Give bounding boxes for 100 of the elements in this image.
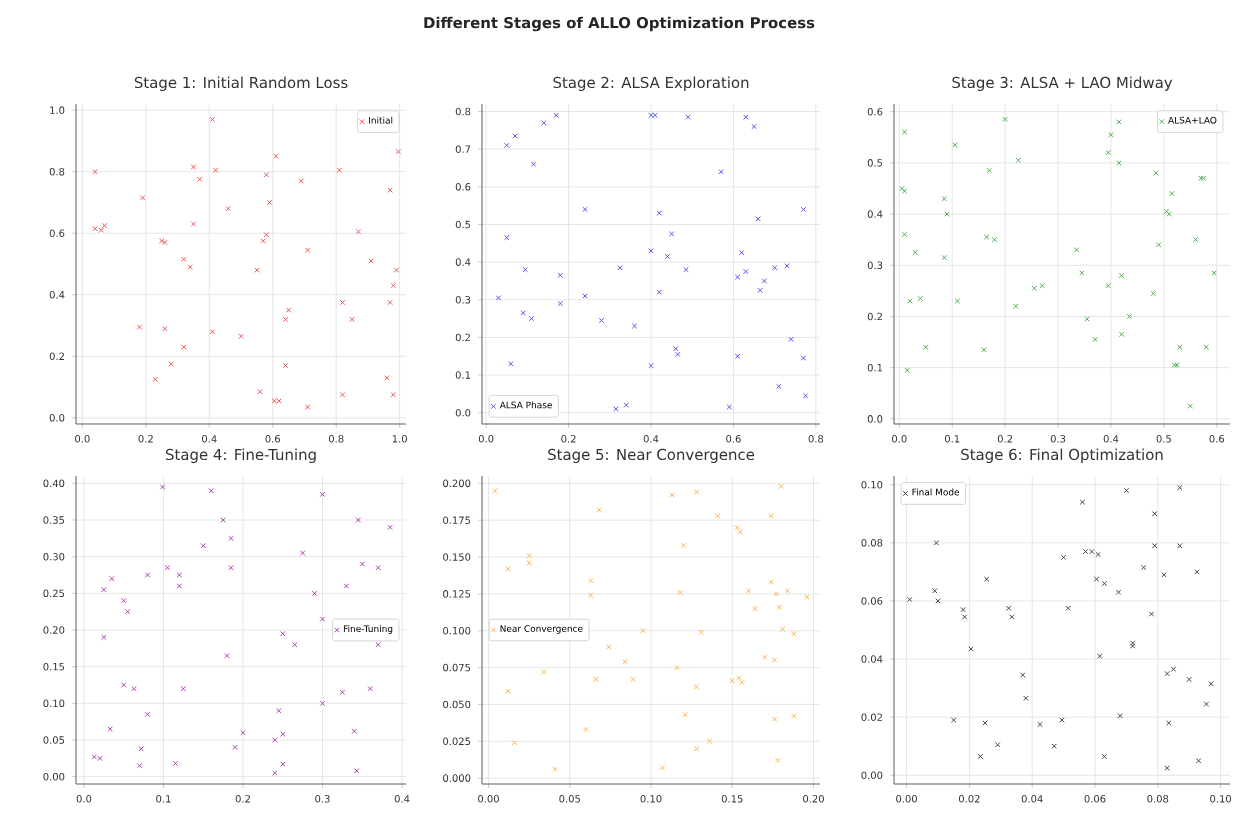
point — [263, 172, 270, 178]
point — [368, 258, 374, 264]
point — [291, 641, 298, 648]
point — [1194, 569, 1200, 575]
point — [1164, 765, 1170, 771]
point — [933, 540, 940, 546]
point — [693, 745, 700, 752]
point — [685, 114, 691, 120]
point — [932, 588, 938, 594]
point — [505, 688, 511, 694]
point — [693, 489, 700, 495]
point — [240, 729, 246, 736]
point — [952, 142, 958, 148]
point — [200, 542, 206, 549]
point — [298, 178, 305, 184]
point — [553, 112, 559, 119]
point — [390, 392, 397, 398]
point — [109, 575, 115, 582]
point — [395, 148, 402, 155]
point — [390, 282, 397, 289]
point — [784, 263, 790, 269]
point — [282, 362, 289, 369]
point — [271, 398, 278, 404]
point — [1012, 303, 1019, 309]
point — [355, 517, 362, 523]
point — [181, 256, 187, 263]
point — [1195, 757, 1202, 764]
point — [800, 206, 807, 213]
point — [982, 720, 988, 726]
point — [1186, 676, 1192, 683]
point — [339, 299, 346, 306]
point — [923, 344, 929, 350]
point — [528, 315, 535, 322]
point — [190, 164, 197, 170]
point — [1164, 670, 1170, 677]
point — [1116, 160, 1122, 166]
point — [734, 353, 741, 359]
point — [92, 168, 98, 175]
point — [375, 564, 381, 571]
point — [674, 664, 680, 671]
point — [1203, 344, 1209, 350]
point — [285, 307, 292, 313]
point — [162, 325, 168, 332]
point — [520, 310, 526, 316]
point — [224, 652, 230, 659]
point — [605, 644, 612, 650]
point — [387, 524, 393, 531]
point — [1166, 720, 1172, 726]
point — [718, 169, 724, 175]
point — [190, 221, 197, 227]
point — [162, 239, 168, 246]
point — [631, 323, 638, 329]
point — [208, 487, 214, 494]
point — [228, 535, 234, 542]
point — [745, 588, 752, 594]
point — [582, 206, 588, 213]
point — [791, 713, 797, 719]
point — [776, 383, 782, 390]
point — [144, 572, 151, 578]
point — [557, 272, 564, 279]
point — [1116, 119, 1122, 125]
point — [981, 346, 987, 353]
point — [319, 700, 326, 707]
point — [1148, 611, 1155, 617]
point — [254, 267, 260, 273]
point — [680, 542, 687, 549]
point — [734, 274, 741, 280]
point — [656, 210, 663, 216]
point — [1117, 712, 1123, 719]
point — [648, 362, 654, 369]
point — [1105, 282, 1112, 289]
point — [120, 597, 127, 604]
point — [1020, 672, 1026, 678]
point — [136, 324, 143, 330]
point — [1060, 554, 1067, 561]
point — [552, 766, 558, 773]
point — [505, 566, 511, 572]
point — [336, 167, 343, 173]
point — [771, 265, 778, 271]
point — [107, 726, 113, 732]
point — [359, 561, 366, 567]
point — [1153, 170, 1159, 176]
point — [941, 195, 948, 202]
point — [232, 744, 238, 751]
point — [1073, 247, 1080, 253]
point — [779, 626, 786, 633]
point — [238, 333, 244, 340]
point — [187, 264, 193, 270]
point — [1009, 614, 1015, 620]
point — [503, 234, 510, 241]
point — [159, 484, 166, 490]
point — [530, 161, 537, 167]
point — [1118, 331, 1125, 338]
point — [1151, 542, 1158, 549]
point — [1208, 680, 1214, 687]
point — [941, 254, 948, 261]
point — [1140, 564, 1147, 571]
point — [1096, 653, 1103, 659]
point — [652, 112, 658, 119]
point — [124, 608, 131, 615]
